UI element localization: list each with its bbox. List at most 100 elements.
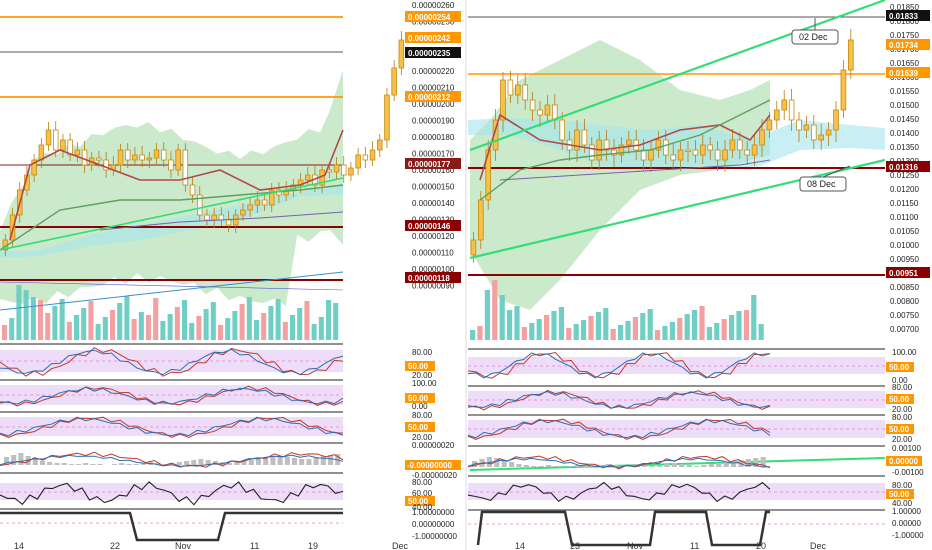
candle-body[interactable] <box>391 67 397 96</box>
candle-body[interactable] <box>544 104 551 116</box>
candle-body[interactable] <box>677 149 684 161</box>
candle-body[interactable] <box>515 84 521 96</box>
candle-body[interactable] <box>45 129 52 146</box>
candle-body[interactable] <box>500 79 506 121</box>
trend-line[interactable] <box>469 158 886 260</box>
candle-body[interactable] <box>254 199 261 206</box>
candle-body[interactable] <box>204 214 210 221</box>
candle-body[interactable] <box>781 99 788 111</box>
candle-body[interactable] <box>803 124 810 131</box>
candle-body[interactable] <box>146 157 153 161</box>
candle-body[interactable] <box>117 149 124 166</box>
candle-body[interactable] <box>848 39 854 71</box>
candle-body[interactable] <box>60 139 66 151</box>
candle-body[interactable] <box>67 139 73 156</box>
candle-body[interactable] <box>369 149 376 161</box>
candle-body[interactable] <box>840 69 847 111</box>
candle-body[interactable] <box>125 149 131 161</box>
candle-body[interactable] <box>168 159 174 171</box>
candle-body[interactable] <box>626 139 632 146</box>
candle-body[interactable] <box>153 149 160 159</box>
candle-body[interactable] <box>74 149 81 156</box>
candle-body[interactable] <box>384 94 390 141</box>
trend-line[interactable] <box>469 0 886 152</box>
candle-body[interactable] <box>261 199 268 206</box>
candle-body[interactable] <box>507 79 514 96</box>
candle-body[interactable] <box>225 219 232 226</box>
candle-body[interactable] <box>729 139 736 151</box>
candle-body[interactable] <box>522 84 529 101</box>
candle-body[interactable] <box>692 149 699 156</box>
candle-body[interactable] <box>811 124 817 141</box>
candle-body[interactable] <box>766 119 773 131</box>
candle-body[interactable] <box>304 174 311 181</box>
candle-body[interactable] <box>707 144 714 151</box>
candle-body[interactable] <box>759 129 765 146</box>
candle-body[interactable] <box>189 184 196 196</box>
candle-body[interactable] <box>240 209 246 216</box>
candle-body[interactable] <box>537 109 543 116</box>
candle-body[interactable] <box>618 144 625 156</box>
candle-body[interactable] <box>818 134 825 141</box>
candle-body[interactable] <box>485 149 492 201</box>
candle-body[interactable] <box>774 109 780 121</box>
candle-body[interactable] <box>529 99 536 111</box>
candle-body[interactable] <box>160 149 167 161</box>
left-chart-pane[interactable] <box>0 16 405 542</box>
candle-body[interactable] <box>833 109 839 131</box>
candle-body[interactable] <box>574 129 580 151</box>
trend-line[interactable] <box>0 271 344 311</box>
candle-body[interactable] <box>247 204 253 211</box>
candle-body[interactable] <box>31 159 37 176</box>
candle-body[interactable] <box>182 149 189 186</box>
candle-body[interactable] <box>348 167 354 176</box>
candle-body[interactable] <box>340 164 347 176</box>
candle-body[interactable] <box>685 149 691 152</box>
candle-body[interactable] <box>196 194 203 216</box>
candle-body[interactable] <box>603 139 610 151</box>
right-chart-pane[interactable] <box>467 0 886 547</box>
candle-body[interactable] <box>132 154 138 161</box>
candle-body[interactable] <box>714 149 721 161</box>
candle-body[interactable] <box>648 149 654 161</box>
candle-body[interactable] <box>96 157 102 161</box>
candle-body[interactable] <box>559 119 566 141</box>
candle-body[interactable] <box>355 154 361 169</box>
candle-body[interactable] <box>175 149 181 171</box>
candle-body[interactable] <box>825 129 832 136</box>
candle-body[interactable] <box>744 149 751 156</box>
candle-body[interactable] <box>477 199 484 241</box>
candle-body[interactable] <box>589 144 595 161</box>
candle-body[interactable] <box>268 189 275 206</box>
candle-body[interactable] <box>362 154 369 161</box>
candle-body[interactable] <box>788 99 795 121</box>
candle-body[interactable] <box>398 39 405 69</box>
candle-body[interactable] <box>796 119 802 131</box>
candle-body[interactable] <box>218 214 225 221</box>
candle-body[interactable] <box>376 139 383 151</box>
candle-body[interactable] <box>81 149 88 166</box>
candle-body[interactable] <box>670 154 677 161</box>
candle-body[interactable] <box>139 154 145 161</box>
trend-line[interactable] <box>469 457 886 471</box>
candle-body[interactable] <box>211 214 217 221</box>
candle-body[interactable] <box>232 214 239 226</box>
candle-body[interactable] <box>470 239 477 256</box>
candle-body[interactable] <box>333 164 340 173</box>
candle-body[interactable] <box>655 139 662 151</box>
trend-line[interactable] <box>0 281 344 291</box>
candle-body[interactable] <box>700 144 706 156</box>
candle-body[interactable] <box>581 129 588 146</box>
candle-body[interactable] <box>103 159 109 171</box>
ichimoku-cloud <box>468 118 885 170</box>
candle-body[interactable] <box>53 129 59 151</box>
candle-body[interactable] <box>751 144 758 156</box>
candle-body[interactable] <box>611 149 617 156</box>
candle-body[interactable] <box>722 149 728 161</box>
price-tag <box>886 39 930 50</box>
indicator-line <box>467 351 771 379</box>
candle-body[interactable] <box>663 139 669 156</box>
candle-body[interactable] <box>737 139 743 151</box>
trend-line[interactable] <box>0 177 344 251</box>
